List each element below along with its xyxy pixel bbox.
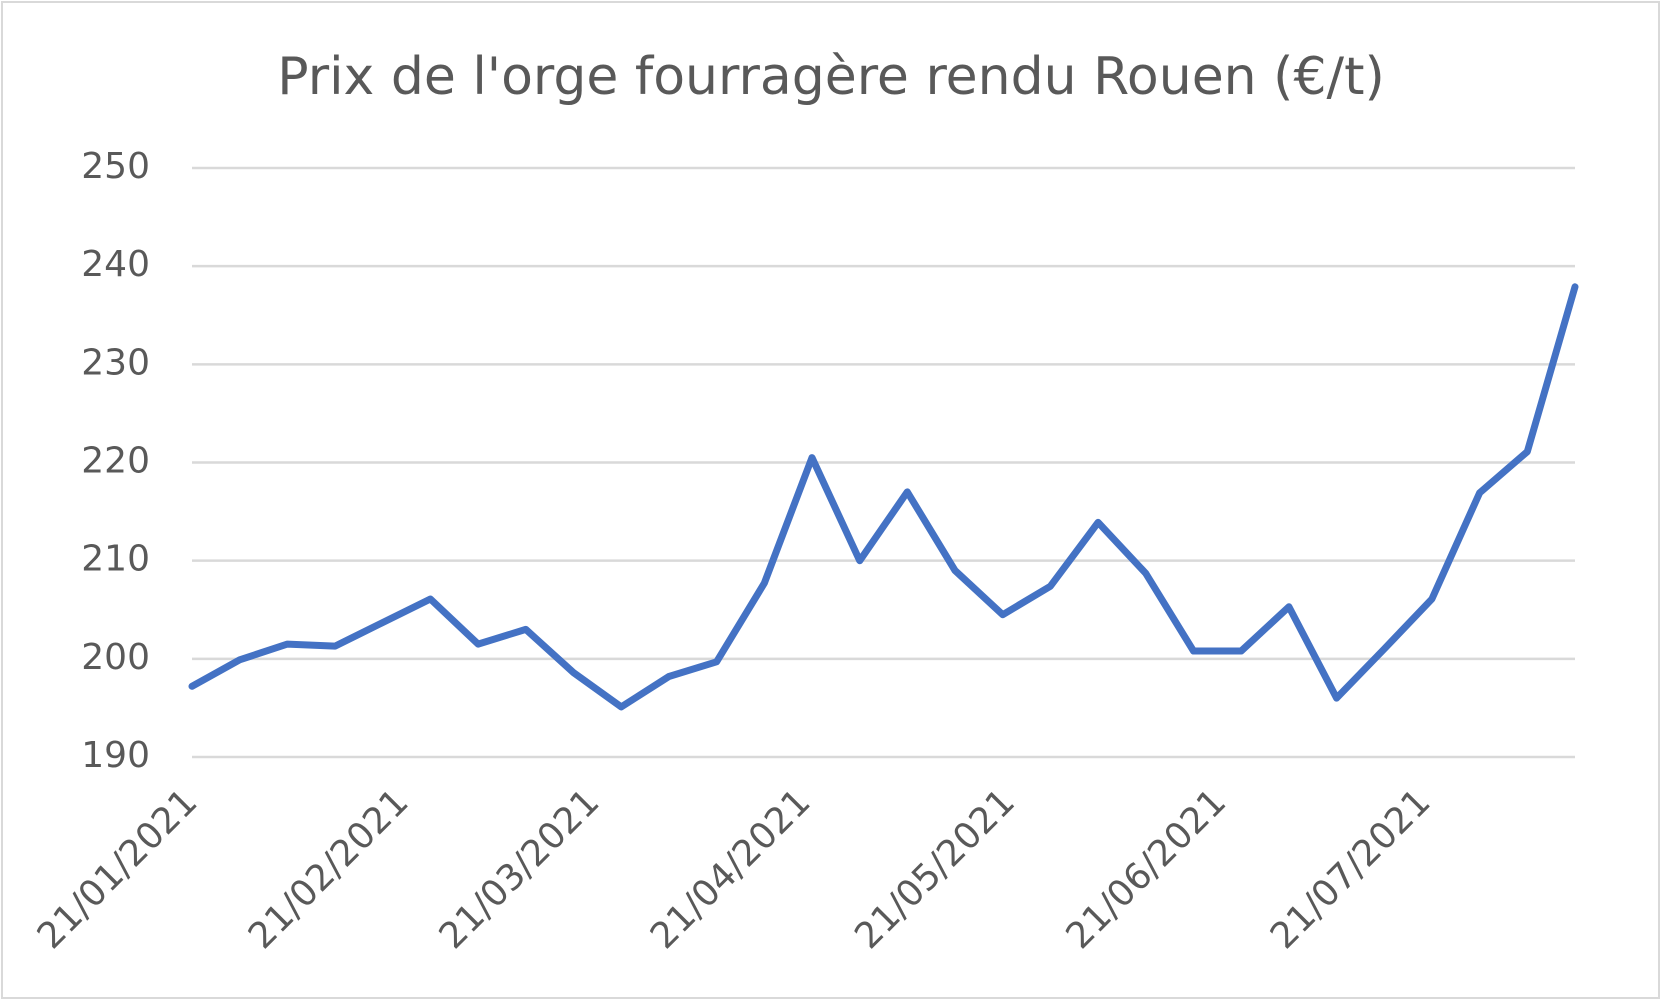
line xyxy=(188,283,1579,711)
y-tick-label: 250 xyxy=(81,146,150,187)
y-tick-label: 220 xyxy=(81,441,150,482)
y-tick-label: 210 xyxy=(81,539,150,580)
y-tick-label: 230 xyxy=(81,342,150,383)
y-tick-label: 190 xyxy=(81,735,150,776)
chart-title: Prix de l'orge fourragère rendu Rouen (€… xyxy=(277,47,1385,107)
y-tick-label: 240 xyxy=(81,244,150,285)
y-tick-label: 200 xyxy=(81,637,150,678)
